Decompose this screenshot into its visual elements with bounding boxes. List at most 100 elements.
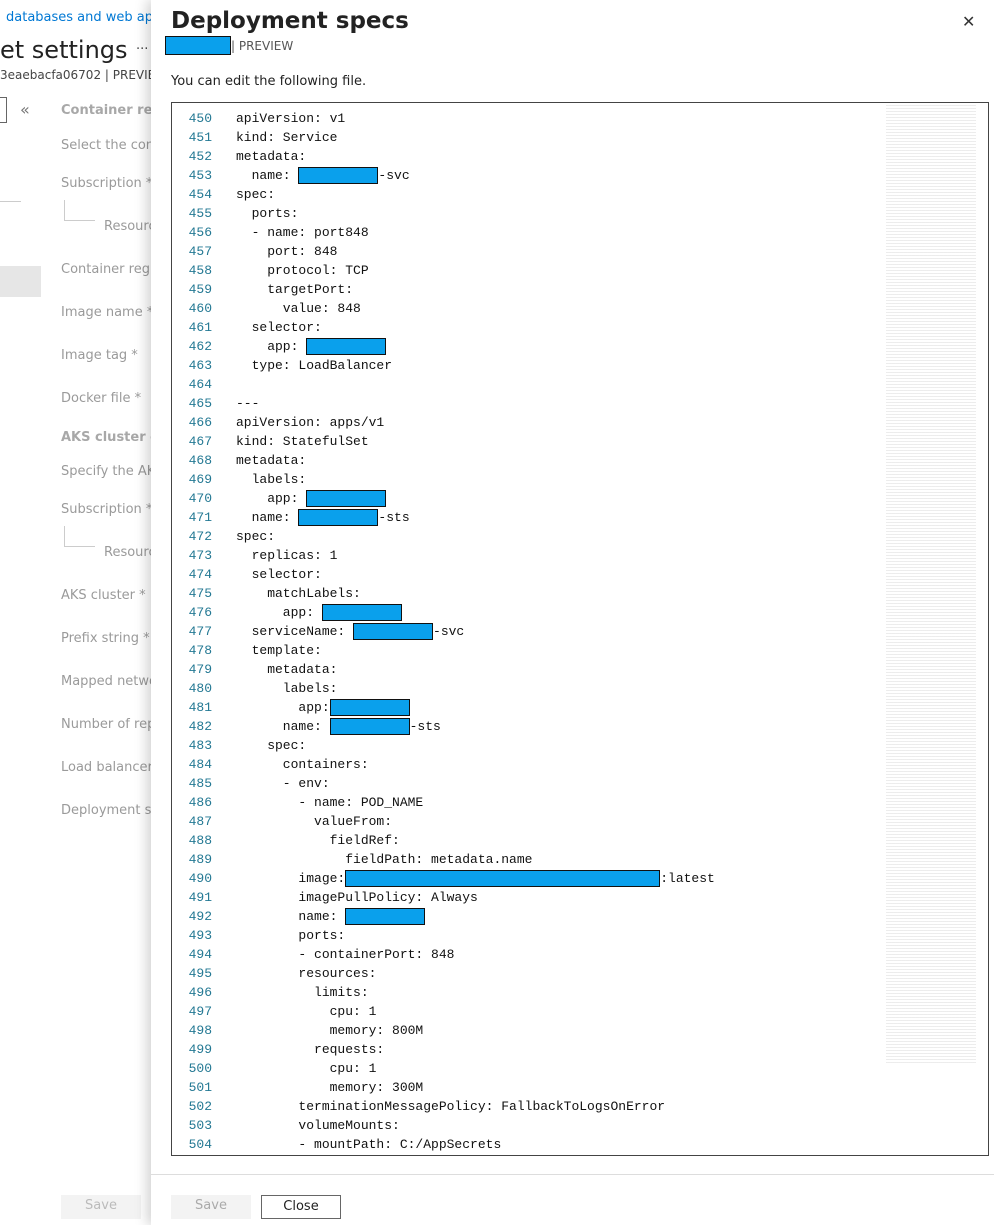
line-number: 503: [188, 1118, 212, 1133]
code-line: 482 name: -sts: [172, 717, 872, 736]
code-text: fieldRef:: [236, 831, 400, 850]
code-token: matchLabels:: [236, 586, 361, 601]
line-number: 479: [188, 662, 212, 677]
code-text: matchLabels:: [236, 584, 361, 603]
tree-connector: [64, 526, 95, 547]
code-token: selector:: [236, 567, 322, 582]
line-number: 471: [188, 510, 212, 525]
code-token: labels:: [236, 681, 338, 696]
field-label: Resource: [104, 219, 164, 234]
field-label: Load balancer ty: [61, 760, 170, 775]
page-subtitle: 3eaebacfa06702 | PREVIEW: [0, 68, 168, 82]
breadcrumb[interactable]: databases and web app: [6, 10, 162, 25]
line-number: 493: [188, 928, 212, 943]
code-token: name:: [236, 719, 330, 734]
line-number: 488: [188, 833, 212, 848]
instruction: You can edit the following file.: [171, 74, 367, 89]
code-token: requests:: [236, 1042, 385, 1057]
code-token: terminationMessagePolicy: FallbackToLogs…: [236, 1099, 666, 1114]
line-number: 457: [188, 244, 212, 259]
section-desc: Specify the AKS: [61, 464, 164, 479]
code-line: 504 - mountPath: C:/AppSecrets: [172, 1135, 872, 1154]
code-line: 473 replicas: 1: [172, 546, 872, 565]
code-text: value: 848: [236, 299, 361, 318]
line-number: 473: [188, 548, 212, 563]
code-token: serviceName:: [236, 624, 354, 639]
field-label: AKS cluster *: [61, 588, 146, 603]
code-text: spec:: [236, 527, 275, 546]
line-number: 496: [188, 985, 212, 1000]
code-line: 503 volumeMounts:: [172, 1116, 872, 1135]
code-line: 468 metadata:: [172, 451, 872, 470]
code-text: app:: [236, 603, 402, 622]
line-number: 477: [188, 624, 212, 639]
code-line: 472 spec:: [172, 527, 872, 546]
code-token: targetPort:: [236, 282, 354, 297]
code-line: 479 metadata:: [172, 660, 872, 679]
code-text: template:: [236, 641, 322, 660]
code-token: metadata:: [236, 149, 307, 164]
code-line: 470 app:: [172, 489, 872, 508]
code-text: labels:: [236, 470, 307, 489]
nav-selected: [0, 266, 41, 297]
code-text: spec:: [236, 736, 306, 755]
code-token: metadata:: [236, 453, 307, 468]
line-number: 492: [188, 909, 212, 924]
code-token: spec:: [236, 529, 276, 544]
close-icon[interactable]: ✕: [962, 12, 976, 31]
code-text: valueFrom:: [236, 812, 392, 831]
field-label: Subscription *: [61, 176, 153, 191]
code-token: ports:: [236, 206, 299, 221]
code-text: cpu: 1: [236, 1002, 377, 1021]
code-token: name:: [236, 510, 299, 525]
code-line: 463 type: LoadBalancer: [172, 356, 872, 375]
code-text: ports:: [236, 926, 345, 945]
line-number: 489: [188, 852, 212, 867]
code-token: value: 848: [236, 301, 361, 316]
code-text: ports:: [236, 204, 299, 223]
code-line: 496 limits:: [172, 983, 872, 1002]
code-line: 499 requests:: [172, 1040, 872, 1059]
code-token: name:: [236, 909, 346, 924]
line-number: 474: [188, 567, 212, 582]
line-number: 484: [188, 757, 212, 772]
line-number: 501: [188, 1080, 212, 1095]
code-line: 491 imagePullPolicy: Always: [172, 888, 872, 907]
redaction: [345, 908, 426, 926]
close-button[interactable]: Close: [261, 1195, 341, 1219]
code-token: template:: [236, 643, 322, 658]
more-button[interactable]: ···: [136, 42, 149, 57]
code-token: imagePullPolicy: Always: [236, 890, 478, 905]
code-text: kind: StatefulSet: [236, 432, 369, 451]
code-text: metadata:: [236, 147, 306, 166]
code-token: apiVersion: v1: [236, 111, 346, 126]
code-editor[interactable]: 450 apiVersion: v1 451 kind: Service 452 meta…: [171, 102, 989, 1156]
field-label: Image tag *: [61, 348, 138, 363]
code-token: kind: Service: [236, 130, 338, 145]
collapse-button[interactable]: «: [20, 100, 30, 119]
redaction: [306, 490, 387, 508]
code-text: containers:: [236, 755, 369, 774]
field-label: Container regist: [61, 262, 166, 277]
redaction: [329, 699, 410, 717]
field-label: Image name *: [61, 305, 154, 320]
code-text: replicas: 1: [236, 546, 338, 565]
code-token: app:: [236, 700, 330, 715]
code-text: requests:: [236, 1040, 384, 1059]
code-text: - containerPort: 848: [236, 945, 454, 964]
line-number: 490: [188, 871, 212, 886]
code-line: 464: [172, 375, 872, 394]
field-label: Resource: [104, 545, 164, 560]
code-token: limits:: [236, 985, 369, 1000]
line-number: 453: [188, 168, 212, 183]
code-text: resources:: [236, 964, 376, 983]
footer-divider: [151, 1174, 994, 1175]
code-line: 474 selector:: [172, 565, 872, 584]
code-token: app:: [236, 605, 322, 620]
line-number: 455: [188, 206, 212, 221]
code-line: 498 memory: 800M: [172, 1021, 872, 1040]
code-text: limits:: [236, 983, 369, 1002]
code-line: 467 kind: StatefulSet: [172, 432, 872, 451]
code-token: labels:: [236, 472, 307, 487]
code-token: app:: [236, 339, 307, 354]
